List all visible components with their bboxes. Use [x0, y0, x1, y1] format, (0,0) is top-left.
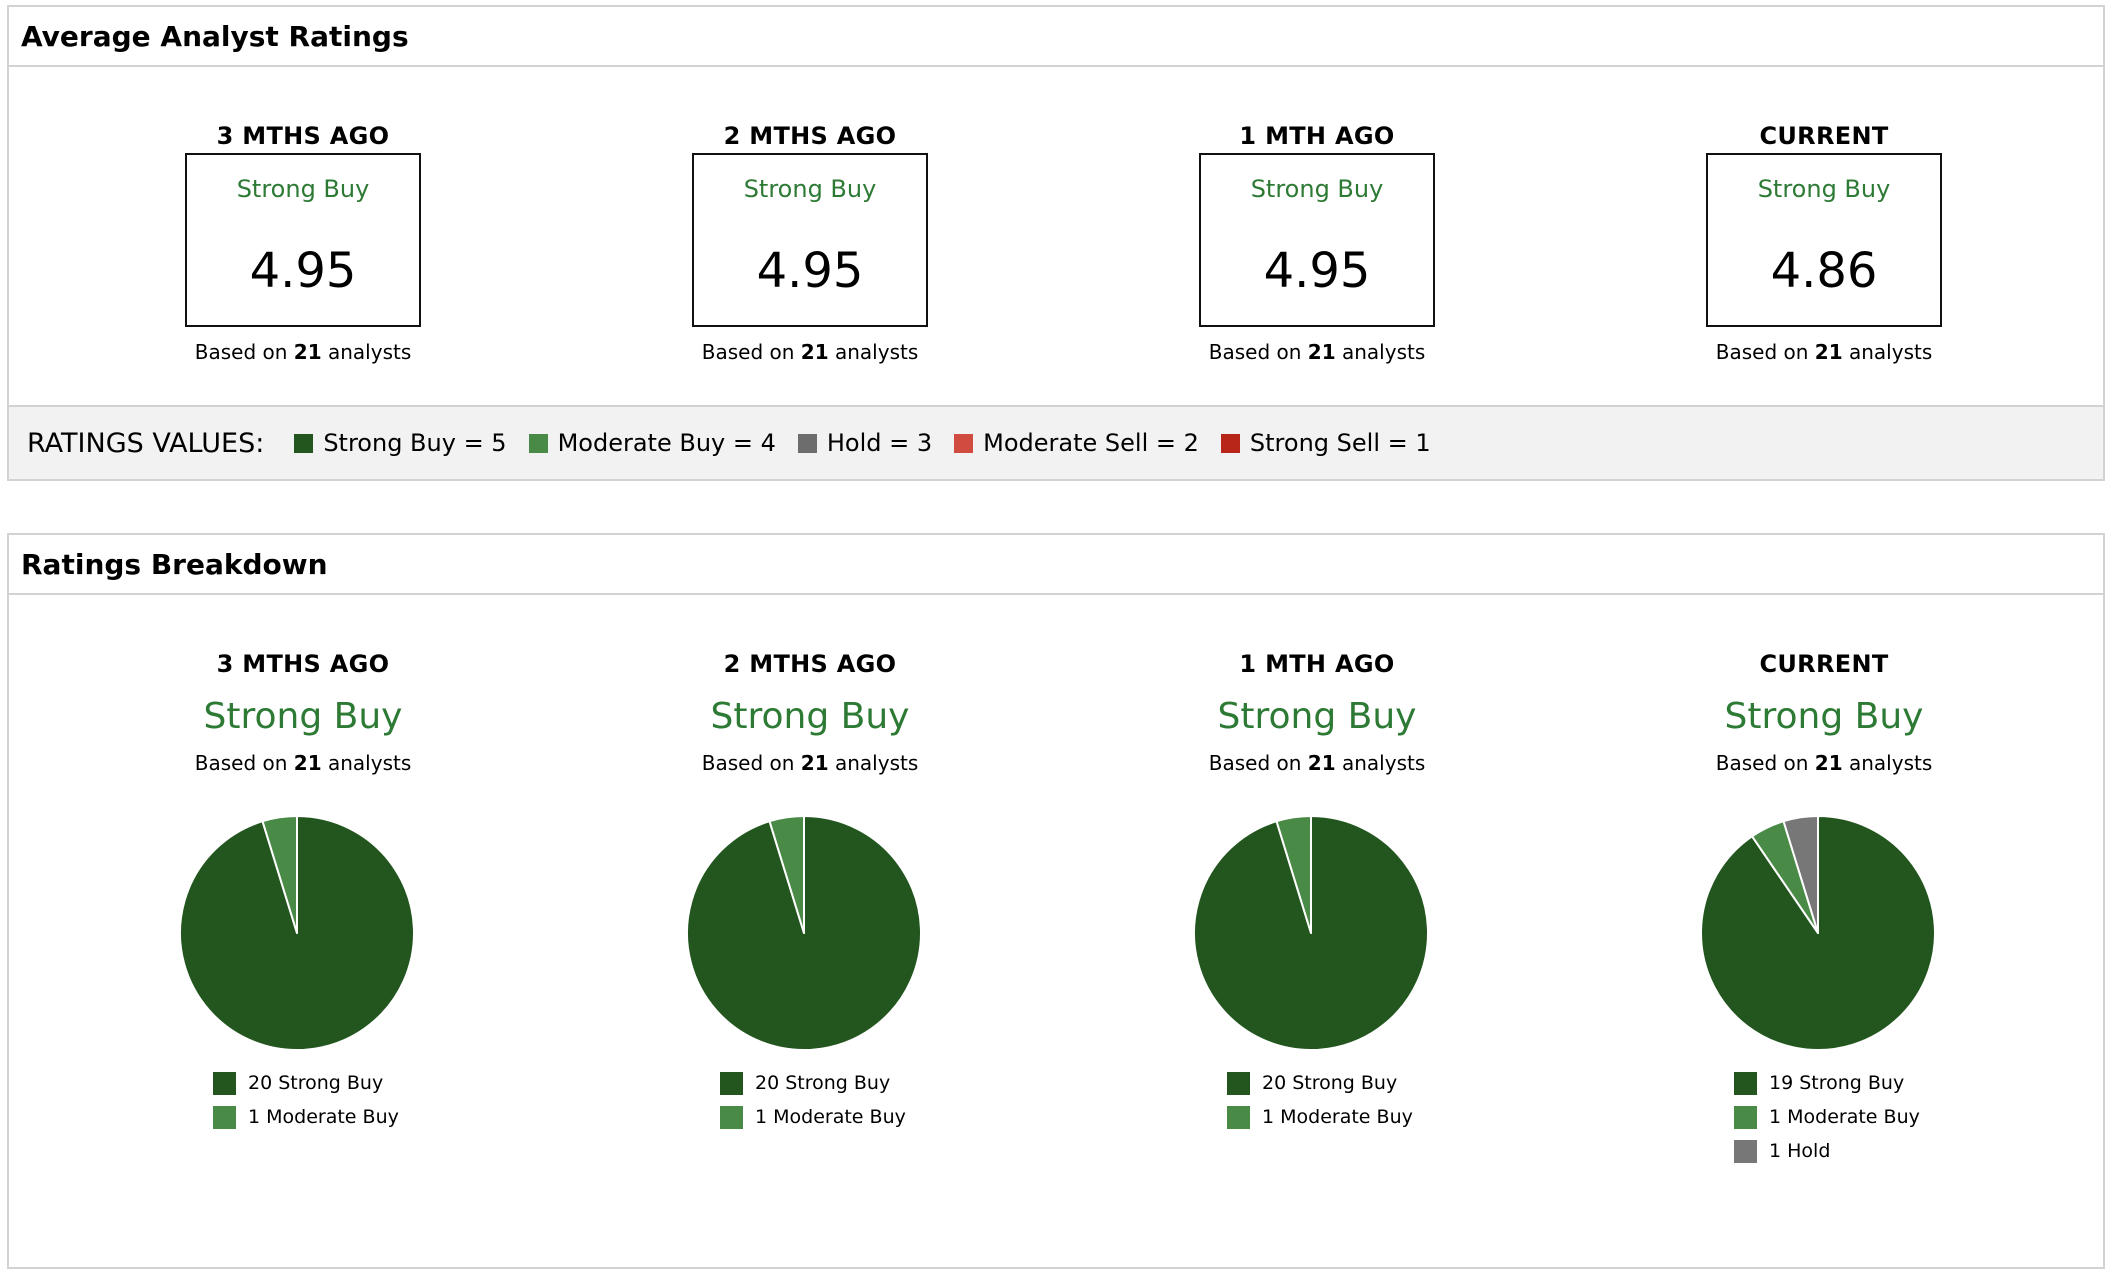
- analyst-count-text: Based on 21 analysts: [1208, 751, 1426, 775]
- consensus-label: Strong Buy: [203, 696, 403, 737]
- pie-legend-item: 1 Moderate Buy: [1734, 1100, 1920, 1134]
- pie-legend-item: 20 Strong Buy: [213, 1066, 399, 1100]
- rating-box-wrap: Strong Buy 4.95: [660, 153, 960, 328]
- pie-legend-item: 20 Strong Buy: [720, 1066, 906, 1100]
- legend-item-hold: Hold = 3: [797, 429, 932, 457]
- period-title: 1 MTH AGO: [1239, 650, 1395, 678]
- consensus-label: Strong Buy: [710, 696, 910, 737]
- pie-slice-moderate-buy: [768, 815, 805, 934]
- rating-value: 4.86: [1770, 243, 1878, 299]
- swatch: [1734, 1139, 1757, 1163]
- analyst-count-text: Based on 21 analysts: [701, 751, 919, 775]
- rating-label: Strong Buy: [1250, 175, 1384, 203]
- consensus-label: Strong Buy: [1724, 696, 1924, 737]
- legend-title: RATINGS VALUES:: [27, 427, 265, 459]
- swatch-moderate-sell: [954, 433, 974, 453]
- avg-period-current: CURRENT: [1674, 122, 1974, 150]
- swatch-hold: [797, 433, 817, 453]
- avg-period-1mth: 1 MTH AGO: [1167, 122, 1467, 150]
- ratings-pie-chart: [1193, 815, 1429, 1051]
- swatch: [720, 1071, 743, 1095]
- pie-legend-item: 1 Hold: [1734, 1134, 1920, 1168]
- rating-label: Strong Buy: [236, 175, 370, 203]
- rating-box-wrap: Strong Buy 4.86: [1674, 153, 1974, 328]
- ratings-pie-chart: [686, 815, 922, 1051]
- period-title: 1 MTH AGO: [1239, 122, 1395, 150]
- rating-box-wrap: Strong Buy 4.95: [153, 153, 453, 328]
- rating-box-wrap: Strong Buy 4.95: [1167, 153, 1467, 328]
- pie-legend: 20 Strong Buy 1 Moderate Buy: [720, 1066, 906, 1134]
- swatch-strong-sell: [1220, 433, 1240, 453]
- analyst-count-text: Based on 21 analysts: [194, 751, 412, 775]
- swatch: [1227, 1105, 1250, 1129]
- rating-value: 4.95: [756, 243, 864, 299]
- avg-period-3mths: 3 MTHS AGO: [153, 122, 453, 150]
- ratings-breakdown-panel: Ratings Breakdown 3 MTHS AGO Strong Buy …: [7, 533, 2105, 1269]
- breakdown-period-current: CURRENT Strong Buy Based on 21 analysts: [1674, 650, 1974, 775]
- period-title: 2 MTHS AGO: [723, 122, 897, 150]
- analyst-count: 21: [1307, 340, 1336, 364]
- breakdown-period-2mths: 2 MTHS AGO Strong Buy Based on 21 analys…: [660, 650, 960, 775]
- analyst-count: 21: [1814, 340, 1843, 364]
- analyst-count-text: Based on 21 analysts: [1715, 751, 1933, 775]
- rating-label: Strong Buy: [743, 175, 877, 203]
- analyst-count: 21: [800, 340, 829, 364]
- avg-period-2mths: 2 MTHS AGO: [660, 122, 960, 150]
- legend-item-moderate-sell: Moderate Sell = 2: [954, 429, 1199, 457]
- rating-box: Strong Buy 4.95: [185, 153, 421, 327]
- swatch: [213, 1105, 236, 1129]
- pie-legend: 20 Strong Buy 1 Moderate Buy: [1227, 1066, 1413, 1134]
- swatch-strong-buy: [294, 433, 314, 453]
- legend-item-moderate-buy: Moderate Buy = 4: [528, 429, 776, 457]
- legend-item-strong-sell: Strong Sell = 1: [1220, 429, 1431, 457]
- ratings-pie-chart: [179, 815, 415, 1051]
- rating-label: Strong Buy: [1757, 175, 1891, 203]
- period-title: CURRENT: [1759, 650, 1889, 678]
- analyst-count-text: Based on 21 analysts: [701, 340, 919, 364]
- pie-legend: 20 Strong Buy 1 Moderate Buy: [213, 1066, 399, 1134]
- swatch: [720, 1105, 743, 1129]
- breakdown-period-1mth: 1 MTH AGO Strong Buy Based on 21 analyst…: [1167, 650, 1467, 775]
- rating-box: Strong Buy 4.95: [1199, 153, 1435, 327]
- pie-slice-hold: [1782, 815, 1819, 934]
- analyst-count-text: Based on 21 analysts: [194, 340, 412, 364]
- pie-legend: 19 Strong Buy 1 Moderate Buy 1 Hold: [1734, 1066, 1920, 1168]
- analyst-count: 21: [293, 340, 322, 364]
- analyst-count: 21: [293, 751, 322, 775]
- pie-legend-item: 20 Strong Buy: [1227, 1066, 1413, 1100]
- ratings-values-legend: RATINGS VALUES: Strong Buy = 5 Moderate …: [9, 405, 2103, 479]
- rating-box: Strong Buy 4.86: [1706, 153, 1942, 327]
- pie-legend-item: 1 Moderate Buy: [213, 1100, 399, 1134]
- period-title: 3 MTHS AGO: [216, 650, 390, 678]
- pie-legend-item: 1 Moderate Buy: [720, 1100, 906, 1134]
- pie-legend-item: 1 Moderate Buy: [1227, 1100, 1413, 1134]
- swatch: [1227, 1071, 1250, 1095]
- rating-value: 4.95: [249, 243, 357, 299]
- average-ratings-title: Average Analyst Ratings: [9, 7, 2103, 67]
- average-ratings-panel: Average Analyst Ratings 3 MTHS AGO 2 MTH…: [7, 5, 2105, 481]
- analyst-count: 21: [1814, 751, 1843, 775]
- legend-item-strong-buy: Strong Buy = 5: [294, 429, 507, 457]
- breakdown-period-3mths: 3 MTHS AGO Strong Buy Based on 21 analys…: [153, 650, 453, 775]
- analyst-count-text: Based on 21 analysts: [1715, 340, 1933, 364]
- ratings-breakdown-title: Ratings Breakdown: [9, 535, 2103, 595]
- rating-value: 4.95: [1263, 243, 1371, 299]
- ratings-pie-chart: [1700, 815, 1936, 1051]
- pie-slice-moderate-buy: [1275, 815, 1312, 934]
- swatch-moderate-buy: [528, 433, 548, 453]
- period-title: CURRENT: [1759, 122, 1889, 150]
- period-title: 3 MTHS AGO: [216, 122, 390, 150]
- analyst-count: 21: [800, 751, 829, 775]
- pie-slice-moderate-buy: [261, 815, 298, 934]
- swatch: [1734, 1071, 1757, 1095]
- pie-legend-item: 19 Strong Buy: [1734, 1066, 1920, 1100]
- analyst-count: 21: [1307, 751, 1336, 775]
- period-title: 2 MTHS AGO: [723, 650, 897, 678]
- rating-box: Strong Buy 4.95: [692, 153, 928, 327]
- swatch: [1734, 1105, 1757, 1129]
- swatch: [213, 1071, 236, 1095]
- consensus-label: Strong Buy: [1217, 696, 1417, 737]
- analyst-count-text: Based on 21 analysts: [1208, 340, 1426, 364]
